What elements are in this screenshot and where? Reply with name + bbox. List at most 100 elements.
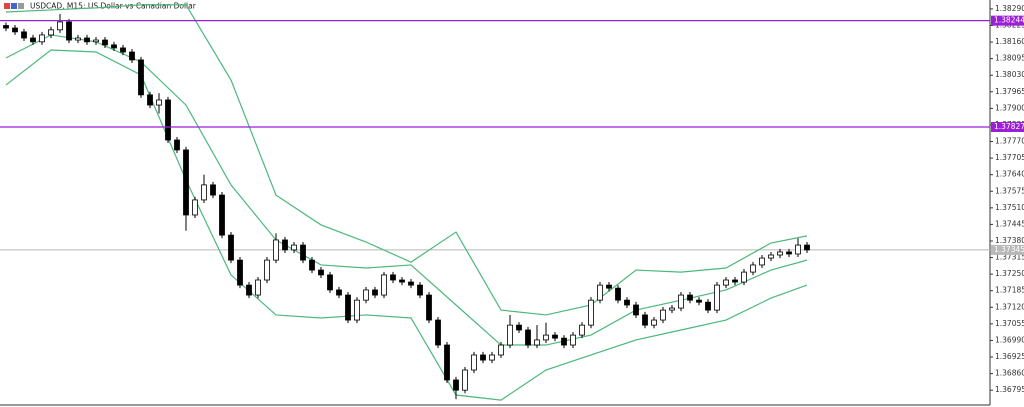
candle-body (498, 344, 504, 356)
candle-body (3, 25, 9, 29)
candle-body (30, 37, 36, 43)
candle-body (732, 279, 738, 283)
candle-body (579, 324, 585, 336)
candle-body (768, 254, 774, 259)
y-tick-label: 1.36925 (995, 352, 1024, 361)
candle-body (489, 354, 495, 361)
candle-body (750, 264, 756, 273)
candle-body (534, 339, 540, 346)
candle-body (75, 37, 81, 41)
candle-body (183, 149, 189, 216)
candle-body (264, 259, 270, 281)
chart-title: USDCAD, M15: US Dollar vs Canadian Dolla… (30, 2, 197, 11)
candle-body (93, 39, 99, 43)
candle-body (606, 284, 612, 289)
y-tick-label: 1.37510 (995, 203, 1024, 212)
candle-body (660, 309, 666, 321)
y-tick-label: 1.37640 (995, 170, 1024, 179)
candle-body (156, 99, 162, 106)
candle-body (588, 299, 594, 326)
candle-body (471, 354, 477, 371)
candle-body (507, 324, 513, 346)
candle-body (687, 294, 693, 301)
candle-body (102, 39, 108, 46)
candle-body (318, 269, 324, 276)
candle-body (516, 324, 522, 331)
y-tick-label: 1.38290 (995, 4, 1024, 13)
level-label-box (991, 15, 1024, 26)
y-tick-label: 1.37185 (995, 286, 1024, 295)
candle-body (723, 279, 729, 286)
y-tick-label: 1.37055 (995, 319, 1024, 328)
candle-body (714, 284, 720, 311)
y-tick-label: 1.37380 (995, 236, 1024, 245)
candle-body (354, 299, 360, 321)
candle-body (246, 284, 252, 296)
candle-body (210, 184, 216, 196)
price-label-box (991, 244, 1024, 255)
candle-body (201, 184, 207, 201)
candle-body (66, 21, 72, 41)
candle-body (543, 334, 549, 341)
level-label-box (991, 121, 1024, 132)
candle-body (462, 369, 468, 391)
candle-body (777, 251, 783, 256)
candle-body (552, 334, 558, 339)
candle-body (408, 281, 414, 286)
icon-part (11, 3, 17, 9)
candle-body (399, 279, 405, 283)
candle-body (705, 301, 711, 311)
candle-body (426, 294, 432, 321)
candle-body (57, 21, 63, 31)
candle-body (174, 139, 180, 151)
y-tick-label: 1.37575 (995, 186, 1024, 195)
candle-body (336, 289, 342, 296)
y-tick-label: 1.37120 (995, 302, 1024, 311)
candle-body (597, 284, 603, 301)
candle-body (741, 271, 747, 283)
candle-body (444, 344, 450, 381)
candle-body (219, 194, 225, 236)
candle-body (111, 44, 117, 49)
y-tick-label: 1.37900 (995, 103, 1024, 112)
candle-body (48, 29, 54, 36)
candle-body (633, 304, 639, 316)
candle-body (138, 59, 144, 96)
candle-body (759, 257, 765, 266)
candle-body (624, 299, 630, 306)
y-tick-label: 1.36860 (995, 369, 1024, 378)
candle-body (237, 259, 243, 286)
candle-body (84, 37, 90, 43)
candle-body (786, 251, 792, 255)
candle-body (345, 294, 351, 321)
candle-body (120, 47, 126, 53)
candle-body (651, 319, 657, 326)
candle-body (192, 199, 198, 216)
candle-body (273, 239, 279, 261)
candle-body (453, 379, 459, 391)
candle-body (228, 234, 234, 261)
candle-body (282, 239, 288, 251)
y-tick-label: 1.37705 (995, 153, 1024, 162)
icon-part (4, 3, 10, 9)
candle-body (390, 274, 396, 281)
candle-body (300, 244, 306, 261)
y-tick-label: 1.37250 (995, 269, 1024, 278)
candle-body (570, 334, 576, 346)
candle-body (525, 329, 531, 346)
candle-body (696, 299, 702, 303)
y-tick-label: 1.38030 (995, 70, 1024, 79)
y-tick-label: 1.37770 (995, 137, 1024, 146)
candle-body (561, 337, 567, 346)
candle-body (480, 354, 486, 361)
candle-body (129, 51, 135, 61)
icon-part (18, 3, 24, 9)
y-tick-label: 1.37315 (995, 253, 1024, 262)
candle-body (795, 244, 801, 255)
price-label: 1.37345 (994, 245, 1024, 254)
candle-body (327, 274, 333, 291)
candle-body (435, 319, 441, 346)
y-tick-label: 1.38160 (995, 37, 1024, 46)
